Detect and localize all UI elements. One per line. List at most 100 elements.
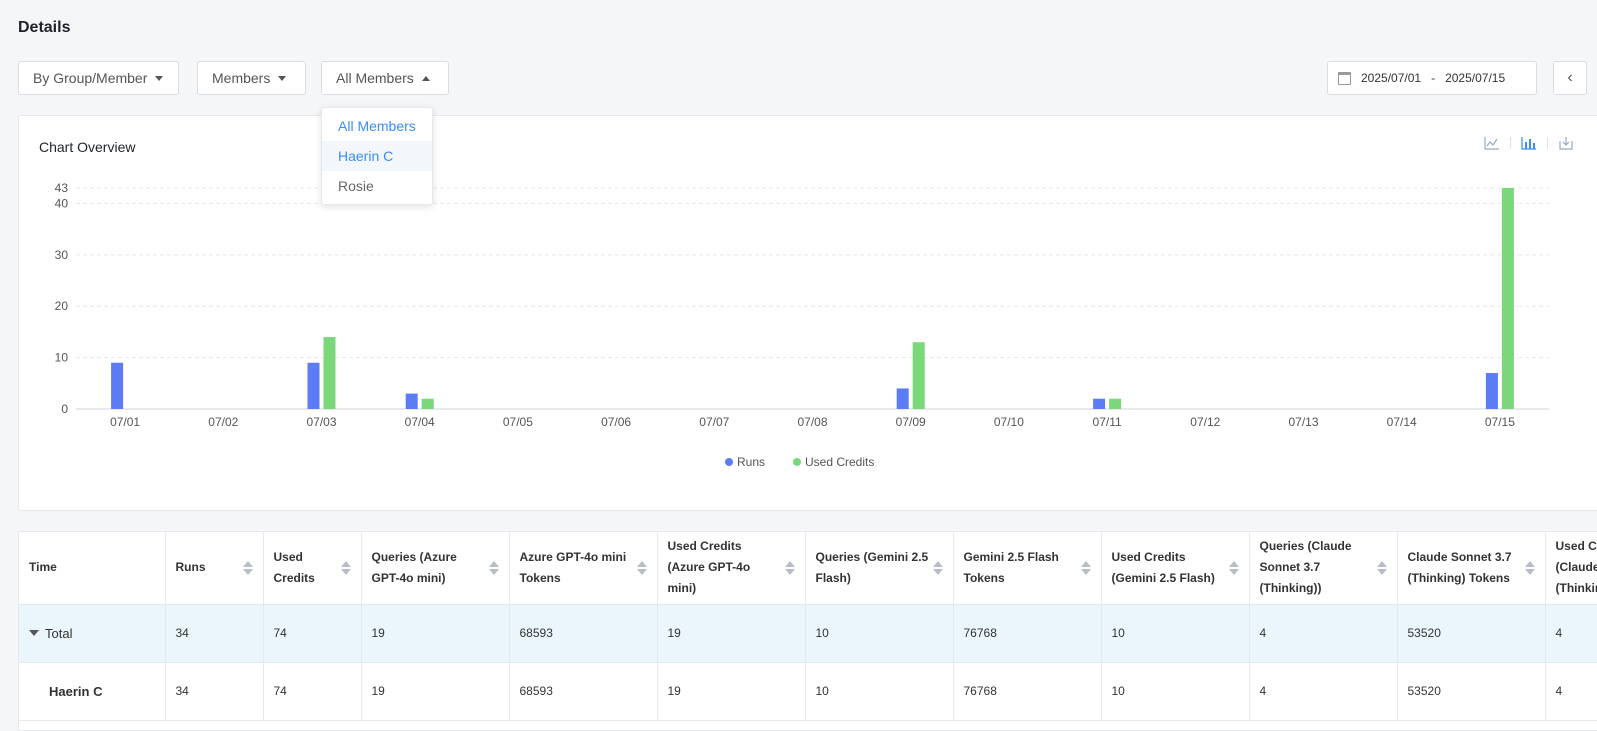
bar-used-credits	[1502, 188, 1514, 409]
column-header-content: Queries (Claude Sonnet 3.7 (Thinking))	[1260, 536, 1387, 599]
date-end[interactable]: 2025/07/15	[1445, 71, 1505, 85]
column-header[interactable]: Gemini 2.5 Flash Tokens	[953, 532, 1101, 604]
dropdown-option-haerin-c[interactable]: Haerin C	[322, 141, 432, 171]
sort-icon[interactable]	[785, 561, 795, 575]
sort-icon[interactable]	[1229, 561, 1239, 575]
page-title: Details	[18, 19, 70, 37]
column-header[interactable]: Queries (Azure GPT-4o mini)	[361, 532, 509, 604]
group-mode-select[interactable]: By Group/Member	[18, 61, 179, 95]
dropdown-option-all-members[interactable]: All Members	[322, 111, 432, 141]
bar-runs	[308, 363, 320, 409]
member-dropdown-menu: All Members Haerin C Rosie	[321, 107, 433, 205]
member-select[interactable]: All Members	[321, 61, 449, 95]
column-header-content: Azure GPT-4o mini Tokens	[520, 547, 647, 589]
column-header-label: Time	[29, 557, 57, 578]
column-header[interactable]: Used Credits	[263, 532, 361, 604]
table-cell: 19	[361, 604, 509, 662]
legend-label: Used Credits	[805, 455, 874, 469]
sort-icon[interactable]	[341, 561, 351, 575]
date-start[interactable]: 2025/07/01	[1361, 71, 1421, 85]
column-header-content: Claude Sonnet 3.7 (Thinking) Tokens	[1408, 547, 1535, 589]
column-header-content: Gemini 2.5 Flash Tokens	[964, 547, 1091, 589]
column-header-label: Queries (Claude Sonnet 3.7 (Thinking))	[1260, 536, 1373, 599]
table-cell: 10	[805, 662, 953, 720]
column-header-label: Runs	[176, 557, 206, 578]
table-cell: 4	[1249, 662, 1397, 720]
column-header[interactable]: Azure GPT-4o mini Tokens	[509, 532, 657, 604]
column-header[interactable]: Used Credits (Gemini 2.5 Flash)	[1101, 532, 1249, 604]
x-tick-label: 07/09	[896, 415, 926, 429]
sort-icon[interactable]	[243, 561, 253, 575]
bar-runs	[1093, 399, 1105, 409]
column-header-label: Used Credits (Azure GPT-4o mini)	[668, 536, 781, 599]
column-header[interactable]: Queries (Gemini 2.5 Flash)	[805, 532, 953, 604]
column-header-content: Queries (Gemini 2.5 Flash)	[816, 547, 943, 589]
x-tick-label: 07/07	[699, 415, 729, 429]
sort-icon[interactable]	[933, 561, 943, 575]
chevron-up-icon	[422, 76, 430, 81]
y-tick-label: 20	[55, 299, 69, 313]
table-cell: 10	[1101, 604, 1249, 662]
row-label-cell[interactable]: Total	[19, 604, 165, 662]
table-cell: 19	[657, 604, 805, 662]
column-header-label: Used Credits (Gemini 2.5 Flash)	[1112, 547, 1225, 589]
bar-runs	[111, 363, 123, 409]
x-tick-label: 07/04	[405, 415, 435, 429]
x-tick-label: 07/10	[994, 415, 1024, 429]
column-header-label: Queries (Azure GPT-4o mini)	[372, 547, 485, 589]
x-tick-label: 07/01	[110, 415, 140, 429]
x-tick-label: 07/02	[208, 415, 238, 429]
chevron-left-icon: ‹	[1567, 69, 1572, 87]
table-header-row: Time Runs Used Credits Queries (Azure GPT-4…	[19, 532, 1597, 604]
calendar-icon	[1338, 72, 1351, 85]
sort-icon[interactable]	[489, 561, 499, 575]
bar-runs	[897, 388, 909, 409]
column-header-content: Runs	[176, 557, 253, 578]
column-header-label: Queries (Gemini 2.5 Flash)	[816, 547, 929, 589]
column-header[interactable]: Time	[19, 532, 165, 604]
sort-icon[interactable]	[1525, 561, 1535, 575]
bar-used-credits	[324, 337, 336, 409]
x-tick-label: 07/11	[1093, 415, 1122, 429]
table-cell: 19	[361, 662, 509, 720]
column-header[interactable]: Runs	[165, 532, 263, 604]
dropdown-option-rosie[interactable]: Rosie	[322, 171, 432, 201]
legend-dot	[725, 458, 733, 466]
date-separator: -	[1431, 71, 1435, 85]
y-tick-label: 0	[61, 402, 68, 416]
chevron-down-icon	[155, 76, 163, 81]
prev-period-button[interactable]: ‹	[1553, 61, 1587, 95]
table-cell: 19	[657, 662, 805, 720]
sort-icon[interactable]	[1377, 561, 1387, 575]
collapse-caret-icon[interactable]	[29, 630, 39, 636]
column-header-label: Used Credits (Claude Sonnet 3.7 (Thinkin…	[1556, 536, 1597, 599]
table-cell: 68593	[509, 604, 657, 662]
legend-label: Runs	[737, 455, 765, 469]
column-header[interactable]: Used Credits (Azure GPT-4o mini)	[657, 532, 805, 604]
bar-used-credits	[913, 342, 925, 409]
table-cell: 76768	[953, 604, 1101, 662]
column-header[interactable]: Used Credits (Claude Sonnet 3.7 (Thinkin…	[1545, 532, 1597, 604]
chevron-down-icon	[278, 76, 286, 81]
table-cell: 10	[1101, 662, 1249, 720]
table-cell: 68593	[509, 662, 657, 720]
x-tick-label: 07/15	[1485, 415, 1515, 429]
column-header-content: Used Credits (Gemini 2.5 Flash)	[1112, 547, 1239, 589]
column-header-label: Claude Sonnet 3.7 (Thinking) Tokens	[1408, 547, 1521, 589]
table-cell: 10	[805, 604, 953, 662]
sort-icon[interactable]	[1081, 561, 1091, 575]
row-label-text: Haerin C	[29, 684, 102, 699]
member-select-label: All Members	[336, 70, 414, 86]
level-label: Members	[212, 70, 270, 86]
level-select[interactable]: Members	[197, 61, 306, 95]
column-header-label: Azure GPT-4o mini Tokens	[520, 547, 633, 589]
sort-icon[interactable]	[637, 561, 647, 575]
table-cell: 76768	[953, 662, 1101, 720]
column-header[interactable]: Queries (Claude Sonnet 3.7 (Thinking))	[1249, 532, 1397, 604]
bar-used-credits	[1109, 399, 1121, 409]
date-range-picker[interactable]: 2025/07/01 - 2025/07/15	[1327, 61, 1537, 95]
table-cell: 4	[1249, 604, 1397, 662]
column-header[interactable]: Claude Sonnet 3.7 (Thinking) Tokens	[1397, 532, 1545, 604]
